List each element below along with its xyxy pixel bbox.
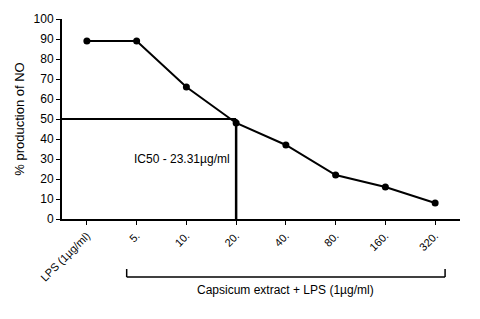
svg-text:60: 60 <box>40 92 54 106</box>
svg-text:50: 50 <box>40 112 54 126</box>
svg-text:80: 80 <box>40 52 54 66</box>
svg-text:IC50 - 23.31µg/ml: IC50 - 23.31µg/ml <box>134 152 230 166</box>
svg-text:10.: 10. <box>172 230 191 249</box>
svg-text:30: 30 <box>40 152 54 166</box>
svg-text:40: 40 <box>40 132 54 146</box>
svg-text:80.: 80. <box>322 230 341 249</box>
svg-text:20: 20 <box>40 172 54 186</box>
svg-text:Capsicum extract + LPS (1µg/ml: Capsicum extract + LPS (1µg/ml) <box>197 283 374 297</box>
svg-text:5.: 5. <box>127 230 142 245</box>
svg-text:0: 0 <box>47 212 54 226</box>
svg-text:LPS (1µg/ml): LPS (1µg/ml) <box>38 230 92 284</box>
svg-text:10: 10 <box>40 192 54 206</box>
svg-text:70: 70 <box>40 72 54 86</box>
svg-text:% production of NO: % production of NO <box>12 62 27 175</box>
svg-text:320.: 320. <box>417 230 441 254</box>
svg-text:40.: 40. <box>272 230 291 249</box>
svg-text:90: 90 <box>40 32 54 46</box>
svg-text:160.: 160. <box>367 230 391 254</box>
svg-text:20.: 20. <box>222 230 241 249</box>
svg-text:100: 100 <box>34 12 54 26</box>
